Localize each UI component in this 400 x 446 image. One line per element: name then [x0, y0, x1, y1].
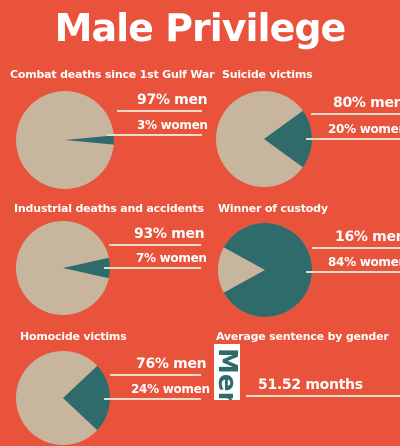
pie-slice-women	[65, 135, 114, 145]
underline-suicide-women	[306, 138, 400, 140]
label-combat-men: 97% men	[137, 92, 208, 108]
pie-slice-men	[215, 90, 313, 188]
underline-homicide-men	[110, 374, 201, 376]
label-homicide-women: 24% women	[131, 382, 210, 396]
bar-men: Men	[214, 344, 240, 400]
label-custody-women: 84% women	[328, 255, 400, 269]
label-suicide-women: 20% women	[328, 122, 400, 136]
page-title: Male Privilege	[54, 6, 347, 50]
panel-title-suicide: Suicide victims	[222, 68, 313, 81]
underline-homicide-women	[104, 398, 201, 400]
bar-men-label: Men	[214, 348, 240, 400]
panel-title-sentence: Average sentence by gender	[216, 330, 389, 343]
label-homicide-men: 76% men	[136, 356, 207, 372]
label-sentence-men: 51.52 months	[258, 377, 363, 393]
underline-combat-men	[117, 110, 202, 112]
label-custody-men: 16% men	[335, 229, 400, 245]
pie-slice-women	[264, 110, 313, 168]
panel-title-custody: Winner of custody	[218, 202, 328, 215]
underline-combat-women	[107, 134, 202, 136]
pie-slice-women	[223, 222, 313, 318]
panel-title-homicide: Homocide victims	[20, 330, 127, 343]
pie-combat	[16, 91, 114, 189]
underline-custody-women	[306, 271, 400, 273]
underline-suicide-men	[311, 113, 400, 115]
underline-sentence-men	[246, 395, 400, 397]
label-combat-women: 3% women	[137, 118, 208, 132]
pie-custody	[217, 222, 313, 318]
panel-title-industrial: Industrial deaths and accidents	[14, 202, 204, 215]
pie-suicide	[215, 90, 313, 188]
panel-title-combat: Combat deaths since 1st Gulf War	[10, 68, 215, 81]
pie-homicide	[15, 350, 111, 446]
underline-industrial-men	[109, 244, 201, 246]
pie-slice-women	[63, 257, 111, 279]
underline-custody-men	[312, 247, 400, 249]
label-industrial-women: 7% women	[136, 251, 207, 265]
label-industrial-men: 93% men	[134, 226, 205, 242]
underline-industrial-women	[104, 267, 201, 269]
pie-slice-men	[15, 220, 111, 316]
label-suicide-men: 80% men	[333, 95, 400, 111]
pie-industrial	[15, 220, 111, 316]
